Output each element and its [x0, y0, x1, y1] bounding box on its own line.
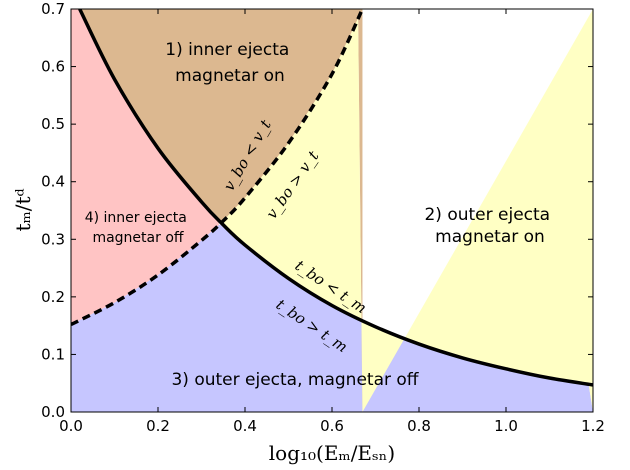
y-tick-label: 0.3	[41, 230, 65, 248]
solid-boundary-curve	[78, 9, 593, 387]
region-2-fill	[223, 9, 593, 412]
axis-ticks: 0.0 0.2 0.4 0.6 0.8 1.0 1.2 0.0 0.1 0.2 0.3 0.4 0.5 0…	[41, 0, 605, 435]
x-tick-label: 0.2	[146, 417, 170, 435]
y-axis-label: tₘ/tᵈ	[11, 188, 35, 231]
x-tick-label: 1.0	[494, 417, 518, 435]
y-tick-label: 0.4	[41, 173, 65, 191]
region-3-fill	[71, 224, 593, 412]
region-4-fill	[71, 9, 219, 325]
y-tick-label: 0.6	[41, 58, 65, 76]
y-tick-label: 0.1	[41, 345, 65, 363]
region-4-label: 4) inner ejecta magnetar off	[85, 210, 192, 246]
y-tick-label: 0.2	[41, 288, 65, 306]
region-3-label: 3) outer ejecta, magnetar off	[171, 370, 419, 390]
x-tick-label: 0.4	[233, 417, 257, 435]
y-tick-label: 0.5	[41, 115, 65, 133]
region-1-label: 1) inner ejecta magnetar on	[165, 40, 294, 86]
region-1-fill	[79, 9, 363, 412]
x-axis-label: log₁₀(Eₘ/Eₛₙ)	[269, 441, 395, 465]
x-tick-label: 1.2	[581, 417, 605, 435]
region-2-label: 2) outer ejecta magnetar on	[424, 205, 555, 247]
x-tick-label: 0.0	[59, 417, 83, 435]
x-tick-label: 0.8	[407, 417, 431, 435]
y-tick-label: 0.7	[41, 0, 65, 18]
dashed-boundary-curve	[71, 9, 365, 327]
x-tick-label: 0.6	[320, 417, 344, 435]
y-tick-label: 0.0	[41, 403, 65, 421]
